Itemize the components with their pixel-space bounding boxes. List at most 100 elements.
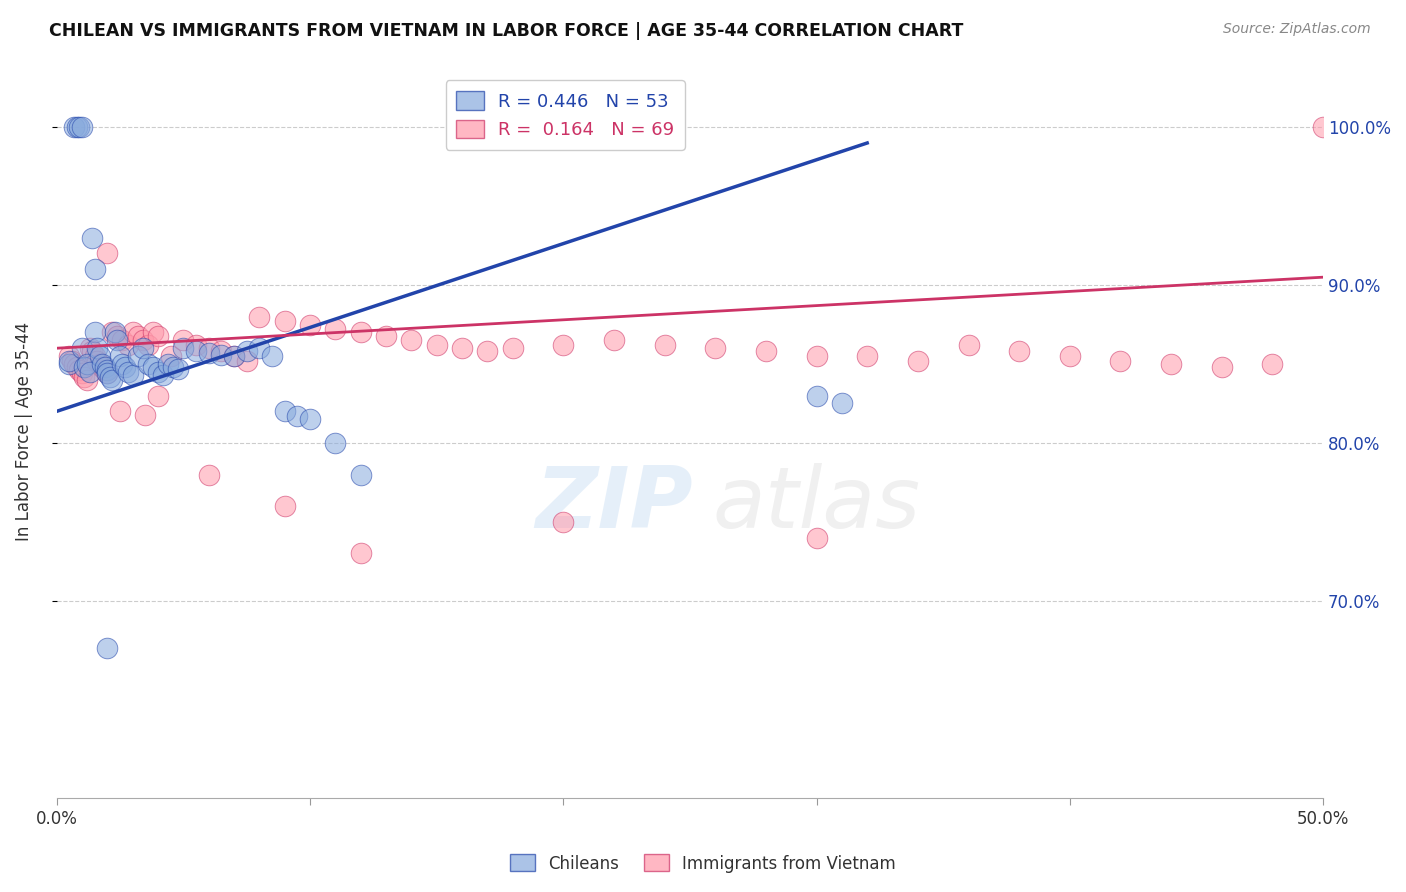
Point (117, 365, 139, 379)
Point (121, 368, 143, 382)
Point (86, 341, 108, 355)
Point (323, 322, 346, 336)
Point (184, 344, 207, 359)
Point (73, 369, 96, 384)
Point (111, 357, 134, 371)
Legend: R = 0.446   N = 53, R =  0.164   N = 69: R = 0.446 N = 53, R = 0.164 N = 69 (446, 80, 685, 150)
Point (93, 363, 115, 377)
Point (806, 531, 828, 545)
Point (108, 404, 131, 418)
Point (111, 334, 134, 348)
Point (197, 467, 219, 482)
Point (132, 334, 155, 348)
Point (298, 412, 321, 426)
Point (108, 349, 131, 363)
Point (98, 369, 121, 384)
Point (96, 246, 118, 260)
Point (96, 641, 118, 656)
Point (349, 546, 371, 560)
Point (127, 349, 149, 363)
Point (107, 334, 129, 348)
Point (70, 341, 93, 355)
Point (235, 354, 257, 368)
Point (146, 365, 169, 379)
Point (136, 338, 159, 352)
Point (80, 344, 103, 359)
Point (96, 367, 118, 381)
Text: CHILEAN VS IMMIGRANTS FROM VIETNAM IN LABOR FORCE | AGE 35-44 CORRELATION CHART: CHILEAN VS IMMIGRANTS FROM VIETNAM IN LA… (49, 22, 963, 40)
Point (58, 357, 80, 371)
Point (260, 349, 283, 363)
Point (86, 354, 108, 368)
Point (197, 341, 219, 355)
Point (114, 360, 136, 375)
Point (1109, 354, 1132, 368)
Point (502, 341, 524, 355)
Point (298, 318, 321, 332)
Point (426, 338, 449, 352)
Point (121, 326, 143, 340)
Point (96, 367, 118, 381)
Point (235, 344, 257, 359)
Point (349, 326, 371, 340)
Point (83, 349, 105, 363)
Point (60, 354, 83, 368)
Text: atlas: atlas (713, 463, 921, 546)
Point (132, 341, 155, 355)
Point (553, 515, 575, 529)
Point (66, 360, 89, 375)
Point (451, 341, 474, 355)
Point (273, 404, 295, 418)
Point (80, 230, 103, 244)
Point (603, 334, 626, 348)
Point (806, 388, 828, 402)
Point (127, 328, 149, 343)
Point (209, 347, 232, 361)
Point (209, 344, 232, 359)
Point (755, 344, 778, 359)
Point (222, 349, 245, 363)
Point (1160, 357, 1182, 371)
Point (1261, 357, 1284, 371)
Point (146, 328, 169, 343)
Point (79, 365, 101, 379)
Point (184, 338, 207, 352)
Point (101, 373, 124, 387)
Point (89, 349, 111, 363)
Point (222, 349, 245, 363)
Point (172, 341, 194, 355)
Point (654, 338, 676, 352)
Point (152, 368, 174, 382)
Point (704, 341, 727, 355)
Point (323, 436, 346, 450)
Point (91, 357, 114, 371)
Point (89, 357, 111, 371)
Point (79, 341, 101, 355)
Point (67, 120, 90, 135)
Y-axis label: In Labor Force | Age 35-44: In Labor Force | Age 35-44 (15, 321, 32, 541)
Point (73, 360, 96, 375)
Text: Source: ZipAtlas.com: Source: ZipAtlas.com (1223, 22, 1371, 37)
Point (162, 360, 184, 375)
Point (142, 326, 165, 340)
Point (374, 328, 396, 343)
Point (806, 349, 828, 363)
Point (63, 357, 86, 371)
Point (96, 363, 118, 377)
Point (58, 349, 80, 363)
Point (167, 361, 190, 376)
Point (70, 367, 93, 381)
Point (1312, 120, 1334, 135)
Point (70, 120, 93, 135)
Point (273, 499, 295, 513)
Point (63, 120, 86, 135)
Legend: Chileans, Immigrants from Vietnam: Chileans, Immigrants from Vietnam (503, 847, 903, 880)
Point (67, 363, 90, 377)
Point (1008, 344, 1031, 359)
Point (1211, 360, 1233, 375)
Point (197, 346, 219, 360)
Text: ZIP: ZIP (536, 463, 693, 546)
Point (1059, 349, 1081, 363)
Point (907, 354, 929, 368)
Point (101, 326, 124, 340)
